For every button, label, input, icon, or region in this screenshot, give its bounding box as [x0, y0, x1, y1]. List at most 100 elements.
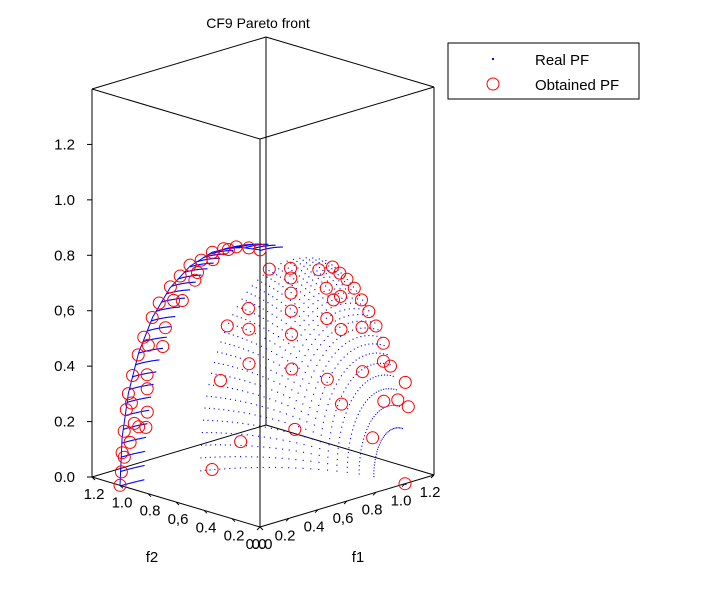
- x-tick-mark: [256, 526, 261, 531]
- obtained-pf-point: [362, 305, 376, 319]
- real-pf-dot: [180, 290, 182, 292]
- real-pf-dot: [387, 431, 389, 433]
- real-pf-dot: [263, 243, 265, 245]
- real-pf-dot: [284, 367, 286, 369]
- real-pf-dot: [187, 282, 189, 284]
- real-pf-dot: [143, 373, 145, 375]
- real-pf-dot: [245, 244, 247, 246]
- real-pf-dot: [143, 385, 145, 387]
- real-pf-dot: [281, 356, 283, 358]
- real-pf-dot: [184, 282, 186, 284]
- real-pf-dot: [260, 345, 262, 347]
- real-pf-dot: [296, 374, 298, 376]
- real-pf-dot: [158, 318, 160, 320]
- real-pf-dot: [298, 275, 300, 277]
- real-pf-dot: [141, 398, 143, 400]
- real-pf-dot: [243, 348, 245, 350]
- real-pf-dot: [135, 425, 137, 427]
- real-pf-dot: [131, 453, 133, 455]
- real-pf-dot: [203, 256, 205, 258]
- real-pf-dot: [135, 452, 137, 454]
- real-pf-dot: [229, 398, 231, 400]
- real-pf-dot: [391, 428, 393, 430]
- real-pf-dot: [163, 317, 165, 319]
- real-pf-dot: [312, 303, 314, 305]
- real-pf-dot: [357, 390, 359, 392]
- real-pf-dot: [134, 481, 136, 483]
- real-pf-dot: [201, 432, 203, 434]
- obtained-pf-point: [123, 435, 137, 449]
- real-pf-dot: [247, 246, 249, 248]
- real-pf-dot: [193, 281, 195, 283]
- real-pf-dot: [281, 402, 283, 404]
- real-pf-dot: [268, 293, 270, 295]
- real-pf-dot: [331, 393, 333, 395]
- real-pf-dot: [383, 435, 385, 437]
- real-pf-dot: [306, 421, 308, 423]
- real-pf-dot: [361, 314, 363, 316]
- real-pf-dot: [262, 274, 264, 276]
- real-pf-dot: [235, 433, 237, 435]
- real-pf-dot: [139, 438, 141, 440]
- real-pf-dot: [251, 245, 253, 247]
- real-pf-dot: [359, 294, 361, 296]
- real-pf-dot: [195, 275, 197, 277]
- real-pf-dot: [194, 275, 196, 277]
- real-pf-dot: [160, 347, 162, 349]
- real-pf-dot: [244, 380, 246, 382]
- real-pf-dot: [252, 352, 254, 354]
- real-pf-dot: [262, 245, 264, 247]
- real-pf-dot: [279, 383, 281, 385]
- real-pf-dot: [161, 347, 163, 349]
- legend-box: [447, 42, 640, 100]
- real-pf-dot: [312, 431, 314, 433]
- real-pf-dot: [142, 351, 144, 353]
- real-pf-dot: [146, 372, 148, 374]
- obtained-pf-point: [376, 336, 390, 350]
- obtained-pf-point: [334, 289, 347, 303]
- obtained-pf-point: [156, 340, 170, 353]
- real-pf-dot: [358, 371, 360, 373]
- real-pf-dot: [309, 333, 311, 335]
- real-pf-dot: [350, 380, 352, 382]
- real-pf-dot: [306, 281, 308, 283]
- real-pf-dot: [290, 370, 292, 372]
- real-pf-dot: [214, 257, 216, 259]
- real-pf-dot: [207, 419, 209, 421]
- real-pf-dot: [151, 329, 153, 331]
- real-pf-dot: [155, 348, 157, 350]
- real-pf-dot: [318, 454, 320, 456]
- real-pf-dot: [133, 375, 135, 377]
- real-pf-dot: [319, 441, 321, 443]
- real-pf-dot: [130, 468, 132, 470]
- real-pf-dot: [265, 387, 267, 389]
- real-pf-dot: [224, 342, 226, 344]
- real-pf-dot: [237, 422, 239, 424]
- real-pf-dot: [125, 455, 127, 457]
- real-pf-dot: [196, 261, 198, 263]
- real-pf-dot: [214, 252, 216, 254]
- obtained-pf-point: [320, 312, 334, 325]
- real-pf-dot: [226, 247, 228, 249]
- real-pf-dot: [203, 263, 205, 265]
- real-pf-dot: [352, 329, 354, 331]
- x-tick-label: 0.8: [362, 501, 383, 518]
- real-pf-dot: [210, 262, 212, 264]
- y-tick-label: 0,6: [168, 511, 189, 528]
- real-pf-dot: [219, 253, 221, 255]
- real-pf-dot: [139, 352, 141, 354]
- real-pf-dot: [385, 433, 387, 435]
- obtained-pf-point: [183, 258, 197, 272]
- x-tick-label: 0,6: [333, 510, 354, 527]
- real-pf-dot: [269, 244, 271, 246]
- real-pf-dot: [335, 410, 337, 412]
- real-pf-dot: [172, 285, 174, 287]
- real-pf-dot: [313, 424, 315, 426]
- real-pf-dot: [124, 428, 126, 430]
- real-pf-dot: [148, 384, 150, 386]
- real-pf-dot: [288, 458, 290, 460]
- real-pf-dot: [219, 249, 221, 251]
- real-pf-dot: [194, 265, 196, 267]
- real-pf-dot: [383, 362, 385, 364]
- real-pf-dot: [383, 374, 385, 376]
